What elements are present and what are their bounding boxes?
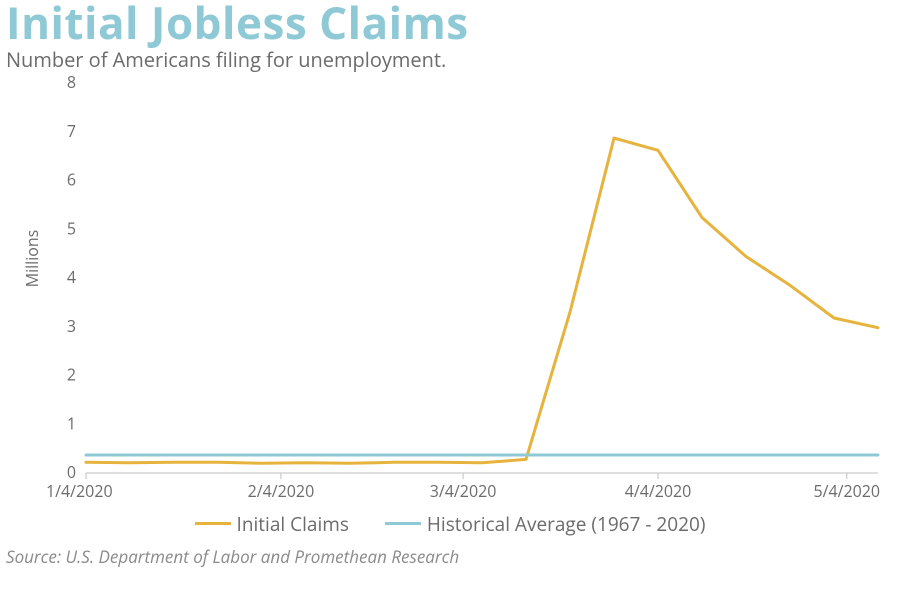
y-tick-label: 5 bbox=[67, 217, 76, 239]
legend: Initial Claims Historical Average (1967 -… bbox=[0, 505, 900, 537]
legend-swatch bbox=[195, 522, 231, 525]
y-axis-label: Millions bbox=[21, 230, 43, 288]
legend-swatch bbox=[385, 522, 421, 525]
legend-label: Historical Average (1967 - 2020) bbox=[427, 511, 706, 537]
legend-item: Initial Claims bbox=[195, 511, 349, 537]
y-tick-label: 6 bbox=[67, 169, 76, 191]
chart-area: 012345678Millions1/4/20202/4/20203/4/202… bbox=[0, 73, 900, 503]
x-tick-label: 2/4/2020 bbox=[248, 480, 315, 502]
y-tick-label: 8 bbox=[67, 73, 76, 93]
y-tick-label: 7 bbox=[67, 120, 76, 142]
x-tick-label: 5/4/2020 bbox=[813, 480, 880, 502]
series-initial-claims bbox=[86, 138, 878, 463]
x-tick-label: 1/4/2020 bbox=[46, 480, 113, 502]
source-text: Source: U.S. Department of Labor and Pro… bbox=[6, 545, 900, 568]
legend-item: Historical Average (1967 - 2020) bbox=[385, 511, 706, 537]
chart-title: Initial Jobless Claims bbox=[0, 0, 900, 44]
legend-label: Initial Claims bbox=[237, 511, 349, 537]
x-tick-label: 4/4/2020 bbox=[625, 480, 692, 502]
y-tick-label: 1 bbox=[67, 412, 76, 434]
y-tick-label: 3 bbox=[67, 315, 76, 337]
x-tick-label: 3/4/2020 bbox=[430, 480, 497, 502]
y-tick-label: 4 bbox=[67, 266, 76, 288]
y-tick-label: 2 bbox=[67, 364, 76, 386]
line-chart: 012345678Millions1/4/20202/4/20203/4/202… bbox=[0, 73, 900, 503]
